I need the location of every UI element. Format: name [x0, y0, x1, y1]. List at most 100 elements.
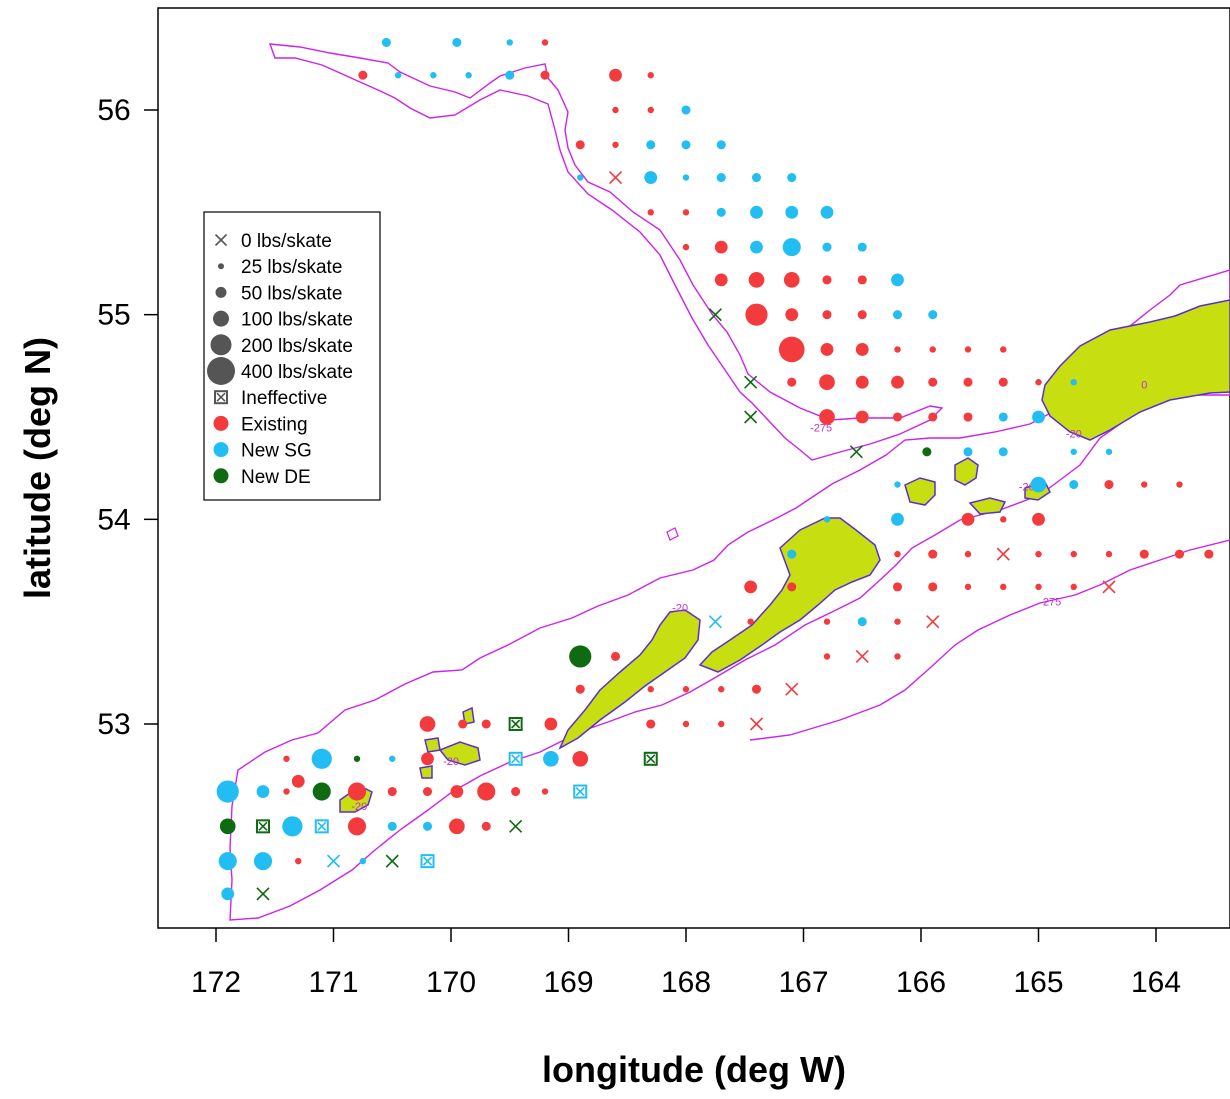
station-ineffective	[573, 784, 588, 799]
legend-label: 25 lbs/skate	[241, 257, 342, 278]
station-zero-catch	[608, 170, 623, 185]
umnak-island	[558, 609, 701, 750]
station-existing	[855, 375, 869, 389]
station-existing	[747, 618, 754, 625]
station-existing	[358, 70, 368, 80]
station-existing	[647, 106, 654, 114]
unalaska-island	[698, 517, 881, 673]
station-new-sg	[820, 205, 834, 219]
legend-label: 200 lbs/skate	[241, 336, 353, 357]
unimak-island	[1041, 299, 1230, 441]
station-zero-catch	[996, 547, 1010, 561]
station-existing	[541, 788, 549, 795]
contour-label: -20	[443, 756, 459, 768]
station-ineffective	[420, 854, 435, 869]
station-existing	[647, 209, 654, 216]
station-existing	[1176, 481, 1183, 488]
station-existing	[646, 719, 656, 729]
station-existing	[295, 857, 302, 865]
legend-item: 0 lbs/skate	[214, 231, 332, 252]
station-existing	[855, 343, 869, 356]
station-ineffective	[643, 751, 658, 766]
legend: 0 lbs/skate 25 lbs/skate 50 lbs/skate 100 l…	[203, 211, 381, 501]
x-tick-label: 168	[661, 966, 711, 999]
legend-item: Existing	[213, 414, 308, 435]
station-new-sg	[785, 205, 799, 219]
station-zero-catch	[1102, 580, 1116, 594]
station-existing	[928, 377, 938, 387]
legend-symbol-circle	[210, 334, 232, 356]
legend-symbol-circle	[218, 263, 224, 270]
station-existing	[419, 716, 436, 732]
station-existing	[961, 512, 975, 526]
station-new-sg	[646, 140, 656, 150]
station-new-sg	[894, 481, 901, 488]
station-new-sg	[577, 174, 584, 181]
station-existing	[682, 686, 690, 693]
x-tick-label: 167	[778, 966, 828, 999]
station-new-sg	[311, 748, 332, 769]
station-new-sg	[1032, 410, 1045, 424]
plot-frame	[157, 7, 1230, 929]
station-existing	[963, 412, 973, 422]
station-new-sg	[1105, 448, 1113, 455]
station-existing	[751, 684, 762, 694]
station-existing	[575, 684, 585, 694]
station-existing	[1000, 516, 1007, 523]
station-new-sg	[430, 72, 437, 79]
legend-symbol-existing	[213, 415, 229, 431]
station-new-de	[219, 818, 236, 835]
station-ineffective	[256, 819, 270, 834]
station-new-de	[569, 645, 592, 668]
station-existing	[283, 788, 290, 795]
station-existing	[964, 583, 972, 591]
station-new-sg	[891, 273, 904, 287]
station-existing	[450, 785, 464, 798]
station-existing	[610, 651, 621, 661]
contour-label: -20	[351, 801, 367, 813]
legend-symbol-cross	[214, 233, 228, 247]
akutan-island	[904, 477, 936, 506]
station-new-de	[353, 755, 361, 762]
station-existing	[1204, 549, 1214, 559]
station-existing	[857, 310, 867, 320]
station-new-sg	[892, 310, 903, 320]
station-existing	[819, 409, 835, 425]
legend-item: 100 lbs/skate	[213, 310, 353, 331]
contour-label: -20	[672, 602, 688, 614]
x-tick-label: 172	[191, 966, 241, 999]
station-existing	[998, 377, 1008, 387]
station-existing	[1174, 549, 1185, 559]
legend-items: 0 lbs/skate 25 lbs/skate 50 lbs/skate 100 l…	[207, 231, 353, 488]
station-existing	[823, 653, 831, 660]
station-zero-catch	[326, 854, 341, 868]
station-new-sg	[750, 240, 763, 254]
station-new-sg	[387, 821, 397, 831]
station-new-sg	[422, 821, 433, 831]
station-new-sg	[681, 105, 691, 115]
station-existing	[422, 787, 433, 797]
station-existing	[682, 720, 690, 728]
station-existing	[481, 719, 491, 729]
station-existing	[458, 719, 468, 729]
station-ineffective	[314, 819, 329, 834]
station-existing	[1070, 583, 1077, 591]
legend-label: New SG	[241, 441, 312, 462]
station-existing	[572, 750, 589, 767]
station-zero-catch	[785, 682, 799, 696]
station-existing	[477, 782, 496, 801]
legend-symbol-circle	[207, 357, 235, 385]
station-existing	[787, 377, 797, 387]
station-existing	[1035, 550, 1042, 558]
station-new-sg	[381, 37, 391, 47]
legend-item: 25 lbs/skate	[218, 257, 342, 278]
station-new-sg	[681, 140, 691, 150]
x-tick-label: 164	[1131, 966, 1181, 999]
station-existing	[718, 686, 725, 693]
station-zero-catch	[708, 308, 722, 322]
station-new-sg	[452, 37, 462, 47]
station-existing	[822, 275, 832, 285]
y-tick-label: 56	[97, 94, 130, 127]
station-existing	[892, 582, 903, 592]
